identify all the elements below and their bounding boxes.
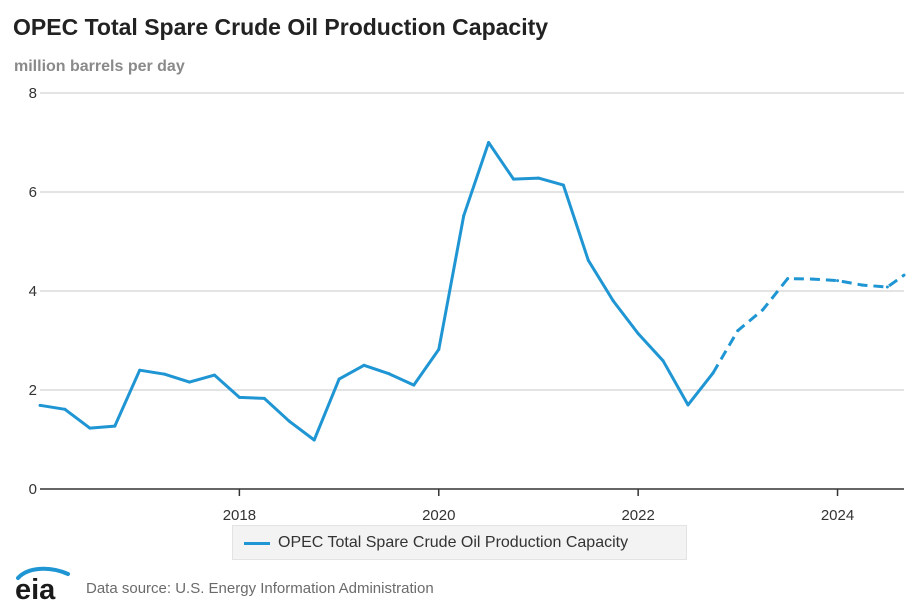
data-point <box>387 372 391 376</box>
historical-series-line <box>39 141 715 442</box>
data-point <box>611 299 615 303</box>
data-point <box>437 347 441 351</box>
data-point <box>786 277 790 281</box>
data-point <box>287 419 291 423</box>
data-point <box>811 277 815 281</box>
y-tick-label: 8 <box>29 85 37 102</box>
data-point <box>113 424 117 428</box>
data-point <box>212 373 216 377</box>
data-point <box>586 258 590 262</box>
forecast-series-line <box>711 273 905 374</box>
data-point <box>138 368 142 372</box>
y-tick-label: 4 <box>29 283 37 300</box>
x-tick-label: 2022 <box>621 507 654 524</box>
legend-swatch <box>244 542 270 545</box>
series-lines <box>38 141 906 442</box>
data-point <box>63 407 67 411</box>
y-tick-label: 0 <box>29 481 37 498</box>
data-point <box>38 403 42 407</box>
data-point <box>536 176 540 180</box>
gridlines <box>40 92 904 391</box>
data-point <box>636 332 640 336</box>
data-source: Data source: U.S. Energy Information Adm… <box>86 580 434 597</box>
data-point <box>362 363 366 367</box>
data-point <box>487 141 491 144</box>
data-point <box>902 273 906 277</box>
legend-label: OPEC Total Spare Crude Oil Production Ca… <box>278 534 629 551</box>
legend: OPEC Total Spare Crude Oil Production Ca… <box>232 525 687 560</box>
axes: 0 2 4 6 8 2018 2020 2022 2024 <box>29 85 904 524</box>
data-point <box>836 279 840 283</box>
data-point <box>561 183 565 187</box>
data-point <box>237 395 241 399</box>
x-tick-label: 2024 <box>821 507 854 524</box>
data-point <box>736 329 740 333</box>
data-point <box>262 396 266 400</box>
data-point <box>88 426 92 430</box>
data-point <box>312 438 316 442</box>
data-point <box>337 377 341 381</box>
data-point <box>885 285 889 289</box>
data-point <box>512 177 516 181</box>
data-point <box>860 283 864 287</box>
chart-title: OPEC Total Spare Crude Oil Production Ca… <box>13 14 549 40</box>
data-point <box>711 371 715 375</box>
x-tick-label: 2018 <box>223 507 256 524</box>
data-point <box>686 403 690 407</box>
y-tick-label: 2 <box>29 382 37 399</box>
data-point <box>163 372 167 376</box>
data-point <box>188 380 192 384</box>
data-point <box>661 359 665 363</box>
chart-subtitle: million barrels per day <box>14 58 185 75</box>
x-tick-label: 2020 <box>422 507 455 524</box>
eia-logo-icon: eia <box>15 566 70 602</box>
logo-text: eia <box>15 574 56 602</box>
data-point <box>412 383 416 387</box>
data-point <box>462 214 466 218</box>
data-point <box>761 308 765 312</box>
y-tick-label: 6 <box>29 184 37 201</box>
